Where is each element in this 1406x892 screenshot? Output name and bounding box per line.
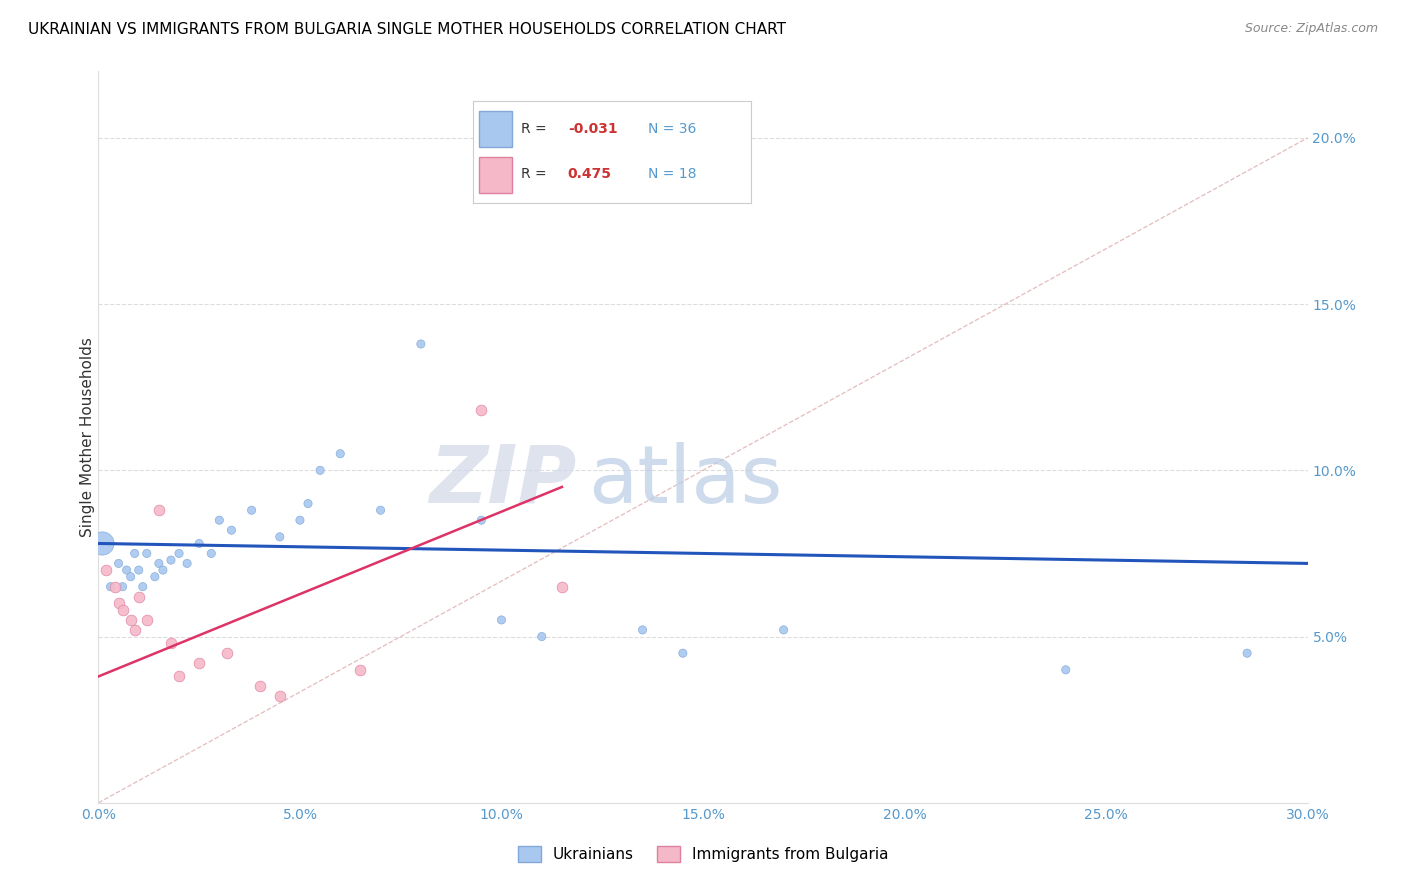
Point [128, 590, 150, 604]
Point [269, 690, 291, 704]
Point [200, 546, 222, 560]
Point [167, 669, 190, 683]
Point [349, 663, 371, 677]
Point [249, 680, 271, 694]
Point [269, 530, 291, 544]
Point [188, 536, 211, 550]
Text: ZIP: ZIP [429, 442, 576, 520]
Point [120, 570, 142, 584]
Point [111, 580, 134, 594]
Point [91, 536, 114, 550]
Point [107, 557, 129, 571]
Point [221, 523, 243, 537]
Point [409, 337, 432, 351]
Point [167, 546, 190, 560]
Point [1236, 646, 1258, 660]
Text: Source: ZipAtlas.com: Source: ZipAtlas.com [1244, 22, 1378, 36]
Y-axis label: Single Mother Households: Single Mother Households [80, 337, 94, 537]
Point [329, 447, 352, 461]
Point [128, 563, 150, 577]
Point [176, 557, 198, 571]
Point [152, 563, 174, 577]
Point [115, 563, 138, 577]
Point [370, 503, 392, 517]
Point [772, 623, 794, 637]
Point [124, 546, 146, 560]
Point [631, 623, 654, 637]
Point [470, 513, 492, 527]
Text: atlas: atlas [588, 442, 783, 520]
Point [160, 636, 183, 650]
Point [111, 603, 134, 617]
Point [148, 557, 170, 571]
Point [143, 570, 166, 584]
Point [188, 656, 211, 670]
Point [491, 613, 513, 627]
Point [96, 563, 118, 577]
Point [107, 596, 129, 610]
Point [309, 463, 332, 477]
Point [135, 613, 157, 627]
Point [470, 403, 492, 417]
Point [124, 623, 146, 637]
Point [217, 646, 239, 660]
Legend: Ukrainians, Immigrants from Bulgaria: Ukrainians, Immigrants from Bulgaria [512, 840, 894, 868]
Point [672, 646, 695, 660]
Point [240, 503, 263, 517]
Point [100, 580, 122, 594]
Point [288, 513, 311, 527]
Point [1054, 663, 1077, 677]
Point [135, 546, 157, 560]
Point [160, 553, 183, 567]
Point [103, 580, 125, 594]
Point [132, 580, 155, 594]
Point [530, 630, 553, 644]
Point [297, 497, 319, 511]
Point [551, 580, 574, 594]
Point [208, 513, 231, 527]
Point [148, 503, 170, 517]
Text: UKRAINIAN VS IMMIGRANTS FROM BULGARIA SINGLE MOTHER HOUSEHOLDS CORRELATION CHART: UKRAINIAN VS IMMIGRANTS FROM BULGARIA SI… [28, 22, 786, 37]
Point [120, 613, 142, 627]
